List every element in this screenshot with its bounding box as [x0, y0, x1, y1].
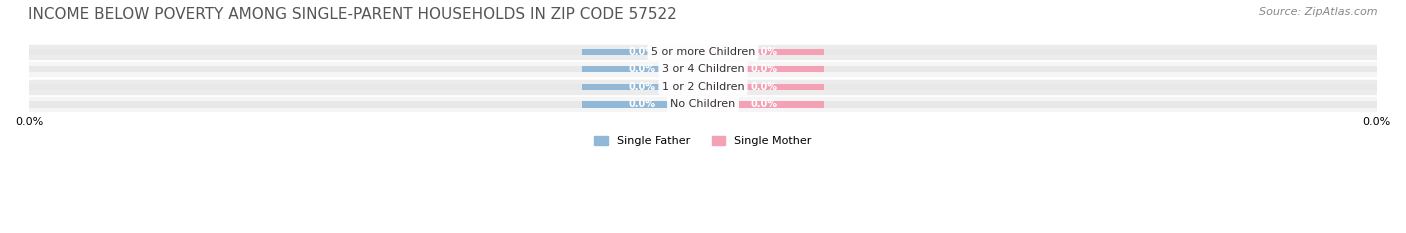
Bar	[30, 101, 1376, 107]
Text: No Children: No Children	[671, 99, 735, 110]
Legend: Single Father, Single Mother: Single Father, Single Mother	[595, 136, 811, 146]
Text: 0.0%: 0.0%	[628, 99, 655, 110]
Text: INCOME BELOW POVERTY AMONG SINGLE-PARENT HOUSEHOLDS IN ZIP CODE 57522: INCOME BELOW POVERTY AMONG SINGLE-PARENT…	[28, 7, 676, 22]
Text: 0.0%: 0.0%	[751, 82, 778, 92]
Bar	[582, 49, 703, 55]
Bar	[582, 84, 703, 90]
Bar	[703, 66, 824, 72]
Text: 0.0%: 0.0%	[751, 99, 778, 110]
Bar	[30, 97, 1376, 111]
Text: 3 or 4 Children: 3 or 4 Children	[662, 64, 744, 74]
Text: 0.0%: 0.0%	[628, 82, 655, 92]
Bar	[30, 49, 1376, 55]
Text: 1 or 2 Children: 1 or 2 Children	[662, 82, 744, 92]
Bar	[30, 45, 1376, 59]
Bar	[30, 80, 1376, 94]
Text: 0.0%: 0.0%	[628, 64, 655, 74]
Bar	[703, 84, 824, 90]
Text: 0.0%: 0.0%	[751, 47, 778, 57]
Bar	[703, 101, 824, 107]
Text: 0.0%: 0.0%	[628, 47, 655, 57]
Text: 5 or more Children: 5 or more Children	[651, 47, 755, 57]
Text: Source: ZipAtlas.com: Source: ZipAtlas.com	[1260, 7, 1378, 17]
Bar	[30, 84, 1376, 90]
Bar	[582, 66, 703, 72]
Bar	[30, 62, 1376, 76]
Text: 0.0%: 0.0%	[751, 64, 778, 74]
Bar	[30, 66, 1376, 72]
Bar	[703, 49, 824, 55]
Bar	[582, 101, 703, 107]
